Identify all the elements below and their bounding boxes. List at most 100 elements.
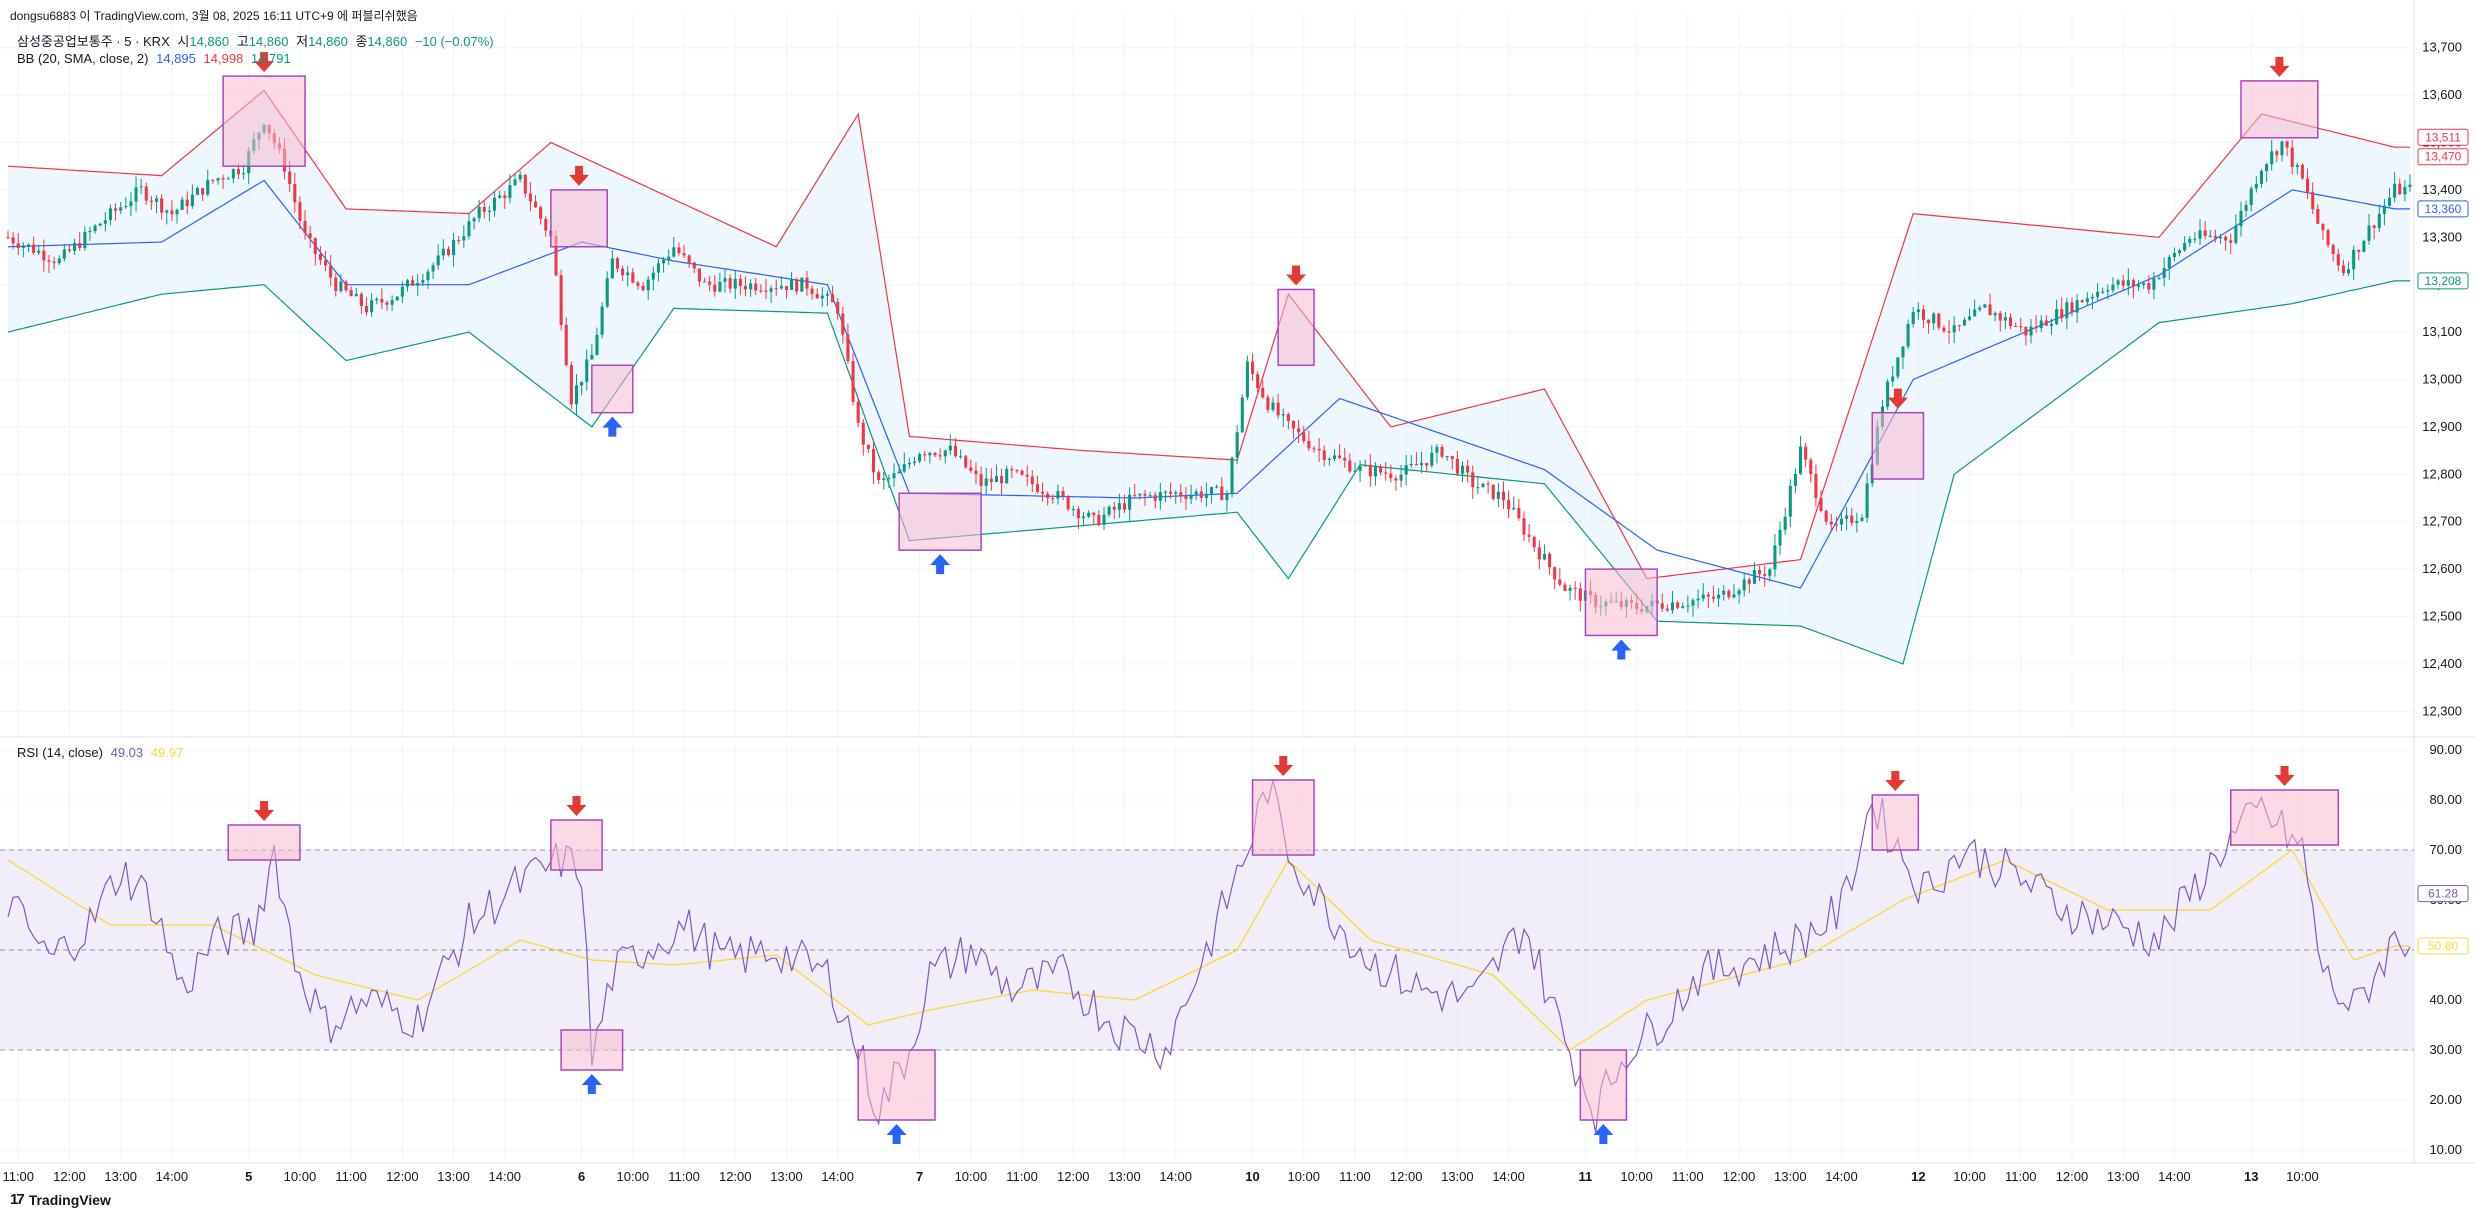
candle-body — [2362, 240, 2366, 252]
candle-body — [411, 280, 415, 286]
price-highlight-box[interactable] — [2240, 80, 2319, 139]
candle-body — [1799, 446, 1803, 474]
candle-body — [1507, 500, 1511, 510]
price-highlight-box[interactable] — [591, 364, 634, 414]
candle-body — [1670, 602, 1675, 611]
candle-body — [1747, 579, 1751, 584]
rsi-highlight-box[interactable] — [560, 1029, 624, 1071]
candle-body — [62, 249, 66, 259]
candle-body — [339, 281, 343, 292]
candle-body — [1046, 493, 1050, 498]
candle-body — [518, 174, 522, 180]
candle-body — [477, 207, 481, 219]
price-axis[interactable]: 13,70013,60013,50013,40013,30013,20013,1… — [2417, 40, 2469, 719]
tradingview-brand[interactable]: 17 TradingView — [10, 1191, 111, 1208]
candle-body — [1742, 579, 1746, 591]
candle-body — [2070, 302, 2074, 313]
candle-body — [2014, 325, 2018, 327]
candle-body — [88, 231, 92, 233]
candle-body — [2060, 309, 2064, 319]
price-sell-arrow-icon — [1286, 265, 1307, 286]
candle-body — [1696, 598, 1700, 601]
candle-body — [590, 354, 594, 360]
price-highlight-box[interactable] — [1871, 411, 1925, 480]
candle-body — [902, 464, 906, 472]
rsi-sell-arrow-icon — [566, 796, 587, 816]
publisher-line: dongsu6883 이 TradingView.com, 3월 08, 202… — [10, 7, 422, 24]
candle-body — [1081, 516, 1086, 519]
price-tick-label: 12,500 — [2422, 609, 2462, 624]
rsi-axis[interactable]: 90.0080.0070.0060.0050.0040.0030.0020.00… — [2417, 742, 2469, 1157]
candle-body — [1005, 469, 1009, 484]
candle-body — [513, 179, 517, 186]
bb-legend[interactable]: BB (20, SMA, close, 2) 14,895 14,998 14,… — [17, 51, 295, 66]
candle-body — [2080, 300, 2084, 303]
candle-body — [216, 178, 220, 181]
candle-body — [2280, 141, 2284, 156]
candle-body — [1435, 446, 1439, 453]
open-value: 14,860 — [189, 34, 230, 49]
price-highlight-box[interactable] — [898, 492, 982, 551]
candle-body — [2347, 269, 2351, 274]
price-highlight-box[interactable] — [1584, 568, 1658, 637]
rsi-highlight-box[interactable] — [2229, 789, 2340, 846]
time-tick-label: 11:00 — [1339, 1169, 1371, 1184]
symbol-legend[interactable]: 삼성중공업보통주 · 5 · KRX 시14,860 고14,860 저14,8… — [17, 31, 498, 50]
symbol-name[interactable]: 삼성중공업보통주 · 5 · KRX — [17, 34, 170, 49]
time-axis[interactable]: 11:00 12:00 13:00 14:00 5 10:00 11:00 12:00 13:0… — [2, 1169, 2318, 1184]
candle-body — [2259, 171, 2264, 184]
rsi-highlight-box[interactable] — [1871, 794, 1920, 851]
candle-body — [2003, 317, 2007, 321]
price-buy-arrow-icon — [1611, 639, 1632, 660]
time-tick-label: 10 — [1245, 1169, 1259, 1184]
rsi-legend[interactable]: RSI (14, close) 49.03 49.97 — [17, 745, 187, 760]
rsi-highlight-box[interactable] — [1579, 1049, 1628, 1121]
candle-body — [2203, 230, 2207, 237]
close-value: 14,860 — [367, 34, 408, 49]
candle-body — [1297, 428, 1301, 433]
rsi-label[interactable]: RSI (14, close) — [17, 745, 103, 760]
candle-body — [2198, 230, 2202, 239]
candle-body — [2326, 230, 2330, 246]
candle-body — [390, 300, 394, 305]
rsi-highlight-box[interactable] — [227, 824, 301, 861]
rsi-highlight-box[interactable] — [1251, 779, 1315, 856]
price-pane[interactable] — [6, 52, 2412, 665]
rsi-buy-arrow-icon — [1593, 1124, 1614, 1144]
candle-body — [2049, 323, 2054, 326]
candle-body — [2398, 183, 2402, 195]
bb-label[interactable]: BB (20, SMA, close, 2) — [17, 51, 149, 66]
candle-body — [800, 277, 804, 292]
rsi-highlight-box[interactable] — [857, 1049, 936, 1121]
rsi-pane[interactable] — [0, 756, 2414, 1144]
candle-body — [1281, 414, 1285, 416]
candle-body — [1768, 569, 1772, 576]
candle-body — [2213, 235, 2217, 239]
price-tag-box — [2417, 128, 2469, 146]
candle-body — [1717, 594, 1721, 599]
candle-body — [1097, 514, 1101, 525]
candle-body — [1763, 574, 1767, 576]
price-highlight-box[interactable] — [222, 75, 306, 167]
time-tick-label: 14:00 — [1492, 1169, 1525, 1184]
candle-body — [754, 283, 758, 291]
price-tick-label: 13,600 — [2422, 87, 2462, 102]
candle-body — [226, 178, 230, 180]
candle-body — [1184, 496, 1188, 499]
candle-body — [897, 471, 901, 474]
time-tick-label: 5 — [245, 1169, 252, 1184]
candle-body — [1348, 460, 1352, 472]
price-tick-label: 13,300 — [2422, 229, 2462, 244]
time-tick-label: 13:00 — [2107, 1169, 2140, 1184]
candle-body — [1865, 483, 1869, 518]
time-tick-label: 13:00 — [1441, 1169, 1474, 1184]
price-tag-box — [2417, 148, 2469, 166]
price-highlight-box[interactable] — [1277, 288, 1315, 367]
candle-body — [431, 265, 435, 272]
rsi-highlight-box[interactable] — [550, 819, 603, 871]
candle-body — [498, 195, 502, 198]
price-highlight-box[interactable] — [550, 189, 608, 248]
candle-body — [2306, 178, 2310, 192]
candle-body — [298, 202, 302, 221]
